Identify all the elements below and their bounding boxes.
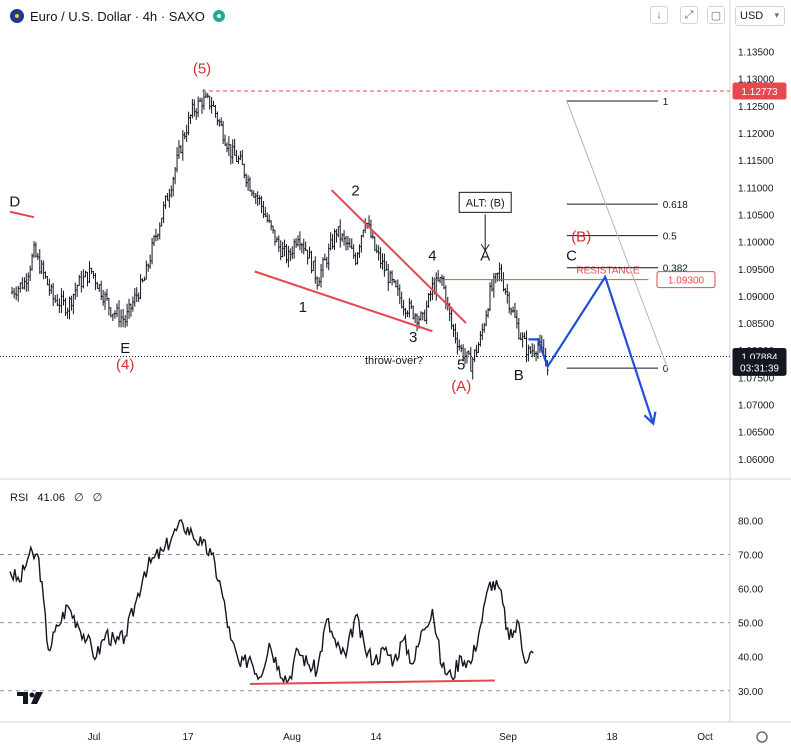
time-tick-label: 18: [606, 732, 618, 743]
rsi-tick-label: 40.00: [738, 653, 763, 664]
price-tick-label: 1.13000: [738, 75, 775, 86]
rsi-tick-label: 30.00: [738, 687, 763, 698]
hidden-value-icon-2: ∅: [92, 492, 103, 504]
price-tick-label: 1.11500: [738, 156, 774, 167]
price-tag: [732, 358, 787, 376]
currency-value: USD: [740, 10, 764, 22]
currency-select[interactable]: USD ▾: [735, 6, 785, 26]
time-tick-label: Jul: [88, 732, 101, 743]
rsi-tick-label: 60.00: [738, 585, 763, 596]
price-tick-label: 1.07000: [738, 401, 775, 412]
wave-label: C: [566, 248, 577, 265]
resistance-label: RESISTANCE: [576, 266, 639, 277]
time-tick-label: Sep: [499, 732, 517, 743]
tradingview-logo-icon: [17, 692, 43, 704]
price-tick-label: 1.07500: [738, 373, 775, 384]
price-tick-label: 1.09000: [738, 292, 775, 303]
wave-label: (A): [451, 378, 471, 395]
rsi-tick-label: 70.00: [738, 551, 763, 562]
wave-label: 2: [351, 182, 359, 199]
price-tick-label: 1.09500: [738, 265, 775, 276]
price-tag-label: 1.07884: [741, 353, 778, 364]
wave-label: A: [480, 248, 490, 265]
price-tag-label: 1.12773: [741, 87, 778, 98]
price-tick-label: 1.11000: [738, 183, 774, 194]
wave-label: throw-over?: [365, 355, 423, 367]
price-tick-label: 1.12000: [738, 129, 775, 140]
price-tick-label: 1.06500: [738, 428, 775, 439]
price-tick-label: 1.08500: [738, 319, 775, 330]
wave-label: 5: [457, 356, 465, 373]
fib-diagonal: [566, 100, 669, 369]
rsi-tick-label: 80.00: [738, 516, 763, 527]
fib-level-label: 0.618: [663, 200, 688, 211]
price-tick-label: 1.10000: [738, 238, 775, 249]
time-tick-label: 17: [182, 732, 194, 743]
trendline: [254, 270, 433, 333]
rsi-value: 41.06: [37, 492, 65, 504]
euro-flag-icon: [10, 9, 24, 23]
market-open-icon: [212, 10, 225, 22]
time-tick-label: 14: [370, 732, 382, 743]
price-tick-label: 1.06000: [738, 455, 775, 466]
price-tick-label: 1.10500: [738, 210, 775, 221]
expand-icon[interactable]: ▢: [707, 6, 725, 24]
rsi-line: [9, 519, 534, 684]
fib-level-label: 0: [663, 364, 669, 375]
trendline: [9, 210, 35, 219]
price-tag-label: 1.09300: [668, 276, 705, 287]
wave-label: 4: [428, 248, 436, 265]
price-tick-label: 1.13500: [738, 48, 775, 59]
projection-arrowhead: [643, 411, 657, 426]
rsi-title: RSI: [10, 492, 29, 504]
wave-label: B: [514, 367, 524, 384]
rsi-tick-label: 50.00: [738, 619, 763, 630]
alt-label-text: ALT: (B): [466, 197, 505, 209]
price-tick-label: 1.12500: [738, 102, 775, 113]
wave-label: D: [9, 193, 20, 210]
fib-level-label: 0.5: [663, 232, 677, 243]
price-tag: [656, 271, 716, 289]
fib-level-label: 1: [663, 97, 669, 108]
rsi-header: RSI 41.06 ∅ ∅: [10, 491, 108, 504]
wave-label: E: [120, 340, 130, 357]
wave-label: 1: [299, 299, 307, 316]
trendline: [330, 189, 467, 324]
hidden-value-icon: ∅: [74, 492, 84, 504]
time-tick-label: Aug: [283, 732, 301, 743]
rsi-trendline: [249, 679, 495, 685]
settings-gear-icon[interactable]: [756, 731, 768, 743]
wave-label: 3: [409, 329, 417, 346]
chevron-down-icon: ▾: [774, 10, 779, 20]
fullscreen-icon[interactable]: ⤢: [680, 6, 698, 24]
projection-path: [528, 274, 655, 424]
fib-level-label: 0.382: [663, 264, 688, 275]
wave-label: (B): [571, 229, 591, 246]
price-tag-label: 03:31:39: [740, 363, 779, 374]
alt-label-box: [458, 191, 512, 213]
price-tag: [732, 82, 787, 100]
time-tick-label: Oct: [697, 732, 713, 743]
alt-arrowhead: [480, 244, 490, 252]
wave-label: (5): [193, 60, 211, 77]
symbol-header: Euro / U.S. Dollar · 4h · SAXO: [10, 6, 225, 26]
symbol-title: Euro / U.S. Dollar · 4h · SAXO: [30, 8, 205, 24]
download-icon[interactable]: ↓: [650, 6, 668, 24]
wave-label: (4): [116, 356, 134, 373]
